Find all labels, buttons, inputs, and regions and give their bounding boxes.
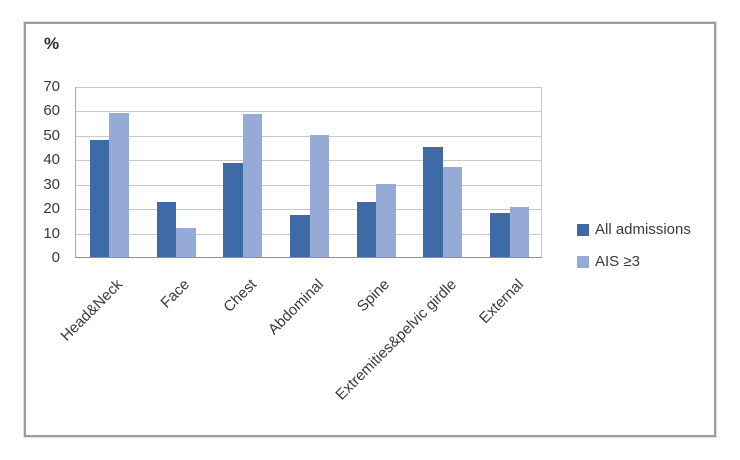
bar-ais-ge3-3 xyxy=(309,134,329,257)
bar-ais-ge3-5 xyxy=(442,166,463,257)
ytick-label-10: 10 xyxy=(43,224,60,242)
legend-label: AIS ≥3 xyxy=(595,253,640,270)
bar-ais-ge3-4 xyxy=(376,183,396,257)
ytick-label-30: 30 xyxy=(43,175,60,193)
category-label-0: Head&Neck xyxy=(57,276,127,345)
bar-ais-ge3-0 xyxy=(109,112,129,257)
bar-all-admissions-2 xyxy=(223,162,243,257)
gridline-20 xyxy=(76,209,541,211)
bar-all-admissions-4 xyxy=(356,202,377,257)
gridline-70 xyxy=(76,87,541,88)
ytick-label-40: 40 xyxy=(43,151,60,169)
ytick-label-20: 20 xyxy=(43,200,60,218)
bar-ais-ge3-6 xyxy=(509,206,530,257)
ytick-label-0: 0 xyxy=(51,249,60,266)
category-label-5: Extremities&pelvic girdle xyxy=(332,276,460,404)
bar-ais-ge3-1 xyxy=(176,227,196,257)
ytick-label-60: 60 xyxy=(43,102,60,120)
bar-all-admissions-1 xyxy=(156,202,177,257)
plot-area xyxy=(75,87,542,258)
chart-frame: % 0 10 20 30 40 50 60 70 Head&Neck Face Chest Abdo… xyxy=(24,22,716,437)
bar-all-admissions-3 xyxy=(290,215,310,257)
legend-item-ais-ge3: AIS ≥3 xyxy=(577,253,691,270)
gridline-30 xyxy=(76,184,541,186)
legend-label: All admissions xyxy=(595,221,691,238)
category-label-3: Abdominal xyxy=(264,276,327,339)
bar-all-admissions-0 xyxy=(89,139,110,257)
bar-ais-ge3-2 xyxy=(242,114,263,257)
legend: All admissions AIS ≥3 xyxy=(577,221,691,285)
ytick-label-50: 50 xyxy=(43,126,60,144)
y-axis-unit-label: % xyxy=(44,34,60,53)
gridline-60 xyxy=(76,111,541,113)
category-label-1: Face xyxy=(157,276,194,312)
bar-all-admissions-6 xyxy=(490,213,510,257)
ytick-label-70: 70 xyxy=(43,78,60,95)
gridline-40 xyxy=(76,160,541,162)
legend-swatch-ais-ge3 xyxy=(577,255,589,268)
legend-item-all-admissions: All admissions xyxy=(577,221,691,238)
category-label-2: Chest xyxy=(220,276,260,316)
gridline-50 xyxy=(76,135,541,137)
legend-swatch-all-admissions xyxy=(577,223,589,236)
bar-all-admissions-5 xyxy=(423,147,443,257)
category-label-6: External xyxy=(475,276,527,327)
category-label-4: Spine xyxy=(354,276,394,316)
